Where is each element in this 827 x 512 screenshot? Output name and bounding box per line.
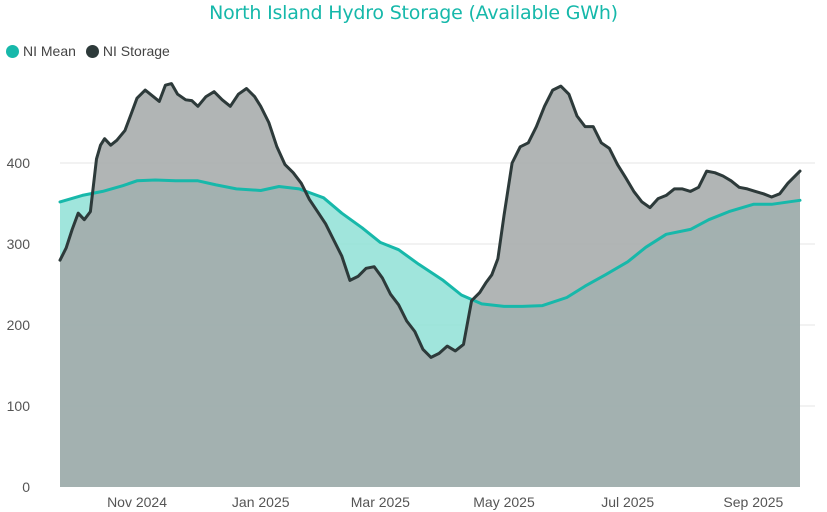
y-tick-label-200: 200 (7, 317, 31, 333)
legend-label-ni-storage: NI Storage (102, 43, 170, 59)
series-lines (58, 82, 802, 359)
x-tick-label-1: Jan 2025 (232, 494, 290, 510)
x-tick-label-4: Jul 2025 (601, 494, 654, 510)
y-tick-label-100: 100 (7, 398, 31, 414)
legend-item-ni-mean[interactable]: NI Mean (6, 43, 76, 59)
legend-marker-ni-storage (85, 44, 99, 58)
x-tick-label-0: Nov 2024 (107, 494, 167, 510)
legend-marker-ni-mean (6, 44, 19, 58)
line-ni-mean (58, 178, 802, 308)
series-areas (60, 83, 800, 487)
legend: NI Mean NI Storage (6, 43, 180, 59)
y-tick-label-400: 400 (7, 155, 31, 171)
x-tick-label-5: Sep 2025 (723, 494, 783, 510)
x-axis: Nov 2024 Jan 2025 Mar 2025 May 2025 Jul 2025… (107, 494, 783, 510)
legend-item-ni-storage[interactable]: NI Storage (85, 43, 170, 59)
x-tick-label-3: May 2025 (473, 494, 535, 510)
area-ni-storage (60, 83, 800, 487)
line-ni-storage (58, 82, 802, 359)
y-tick-label-300: 300 (7, 236, 31, 252)
y-axis: 0 100 200 300 400 (7, 155, 31, 495)
y-tick-label-0: 0 (22, 479, 30, 495)
x-tick-label-2: Mar 2025 (351, 494, 410, 510)
chart-title: North Island Hydro Storage (Available GW… (209, 2, 618, 24)
legend-label-ni-mean: NI Mean (23, 43, 76, 59)
